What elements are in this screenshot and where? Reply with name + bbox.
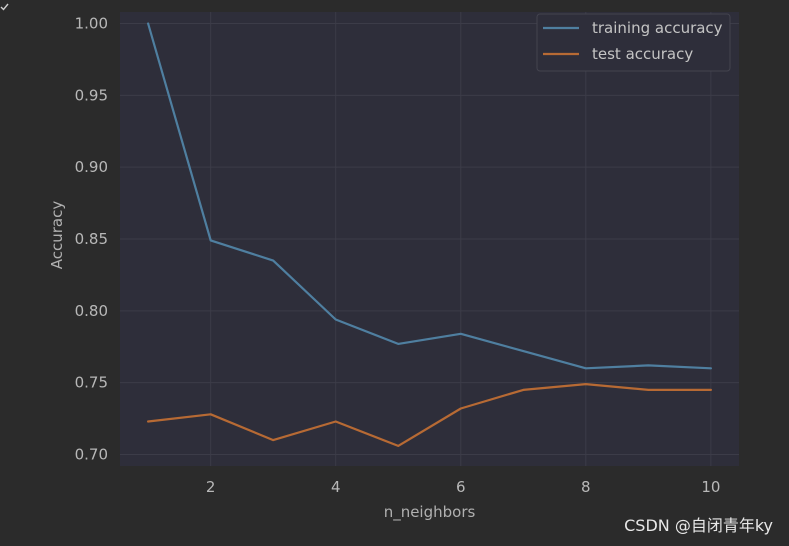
check-icon: [0, 3, 9, 11]
y-tick-label: 0.80: [75, 302, 108, 320]
series-line-test: [147, 383, 713, 447]
legend-frame: [536, 13, 731, 72]
x-tick-label: 2: [206, 478, 216, 496]
y-axis-label: Accuracy: [48, 201, 66, 270]
series-line-training: [147, 22, 713, 370]
grid: [120, 12, 739, 466]
legend-entry: test accuracy: [592, 45, 693, 63]
x-axis-label: n_neighbors: [384, 503, 476, 522]
y-tick-label: 0.75: [75, 374, 108, 392]
y-tick-label: 0.70: [75, 446, 108, 464]
x-tick-labels: 2 4 6 8 10: [206, 478, 721, 496]
y-tick-labels: 0.70 0.75 0.80 0.85 0.90 0.95 1.00: [75, 14, 108, 463]
y-tick-label: 0.95: [75, 86, 108, 104]
series-layer: [147, 22, 713, 447]
legend-entry: training accuracy: [592, 19, 723, 37]
x-tick-label: 4: [331, 478, 341, 496]
y-tick-label: 1.00: [75, 14, 108, 32]
x-tick-label: 10: [701, 478, 720, 496]
y-tick-label: 0.90: [75, 158, 108, 176]
x-tick-label: 6: [456, 478, 466, 496]
watermark: CSDN @自闭青年ky: [624, 516, 773, 535]
legend: training accuracy test accuracy: [536, 13, 731, 72]
y-tick-label: 0.85: [75, 230, 108, 248]
x-tick-label: 8: [581, 478, 591, 496]
